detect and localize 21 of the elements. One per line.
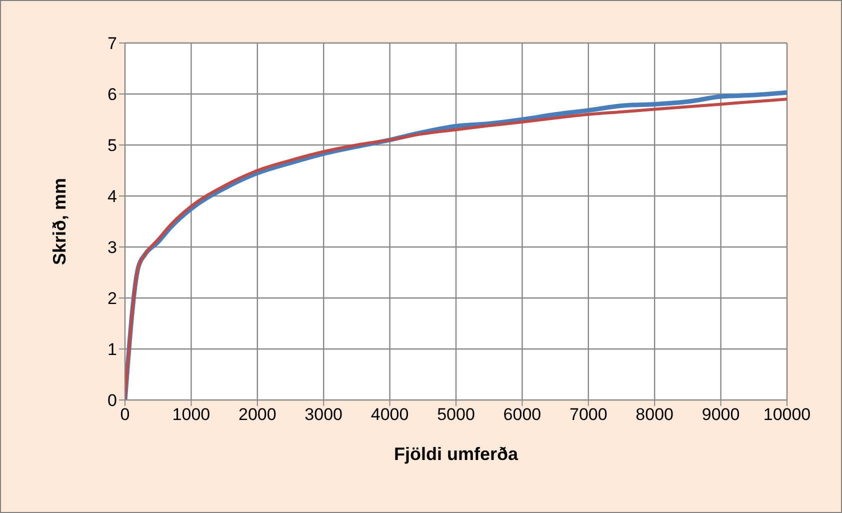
x-tick-label: 2000 xyxy=(238,405,276,424)
y-tick-label: 4 xyxy=(108,187,117,206)
x-tick-label: 7000 xyxy=(569,405,608,424)
y-axis-title: Skrið, mm xyxy=(49,178,70,266)
y-tick-label: 0 xyxy=(108,391,117,410)
x-tick-label: 4000 xyxy=(370,405,409,424)
x-tick-label: 0 xyxy=(120,405,130,424)
y-tick-label: 2 xyxy=(108,289,117,308)
y-tick-label: 5 xyxy=(108,136,117,156)
x-tick-label: 1000 xyxy=(172,405,210,424)
x-tick-label: 10000 xyxy=(763,405,811,424)
y-tick-label: 7 xyxy=(108,34,117,54)
y-tick-label: 1 xyxy=(108,340,117,360)
x-tick-label: 6000 xyxy=(503,405,542,424)
x-axis-title: Fjöldi umferða xyxy=(394,444,519,464)
x-tick-label: 3000 xyxy=(304,405,343,424)
x-tick-label: 5000 xyxy=(437,405,475,424)
x-tick-label: 8000 xyxy=(636,405,674,424)
x-tick-label: 9000 xyxy=(702,405,740,424)
y-tick-label: 6 xyxy=(108,85,117,104)
y-tick-label: 3 xyxy=(108,238,117,258)
